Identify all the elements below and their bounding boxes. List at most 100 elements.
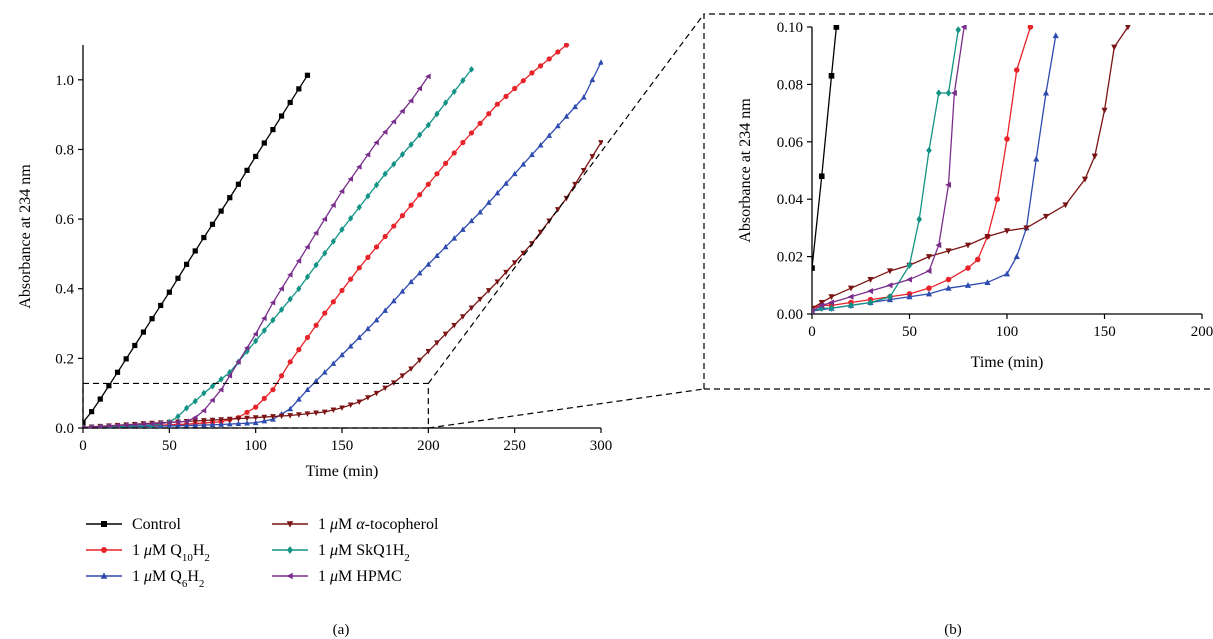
data-point [964, 242, 972, 249]
data-point [114, 369, 121, 375]
series-line [812, 35, 1057, 312]
data-point [382, 170, 388, 178]
data-point [192, 248, 198, 254]
data-point [390, 297, 397, 304]
data-point [192, 422, 199, 428]
data-point [270, 414, 276, 420]
data-point [347, 402, 354, 408]
data-point [123, 422, 129, 428]
data-point [330, 202, 336, 209]
data-point [226, 420, 233, 427]
data-point [451, 88, 457, 96]
data-point [503, 93, 509, 99]
data-point [252, 415, 259, 421]
series-6 [83, 73, 431, 428]
legend-label: 1 μM SkQ1H2 [318, 542, 410, 564]
data-point [356, 203, 362, 211]
data-point [818, 302, 825, 309]
data-point [994, 196, 1001, 202]
data-point [313, 261, 319, 269]
data-point [269, 299, 276, 306]
data-point [365, 192, 371, 200]
data-point [322, 310, 328, 316]
data-point [270, 387, 276, 393]
data-point [477, 120, 483, 126]
data-point [295, 412, 302, 418]
data-point [97, 396, 103, 402]
zoom-connector-upper [427, 13, 705, 384]
data-point [408, 278, 414, 285]
data-point [468, 305, 475, 311]
data-point [261, 327, 267, 334]
data-point [140, 329, 147, 335]
x-tick-label: 200 [417, 438, 440, 454]
data-point [235, 358, 241, 365]
data-point [304, 273, 311, 281]
data-point [925, 267, 932, 275]
data-point [598, 140, 603, 146]
legend-label: 1 μM HPMC [318, 568, 402, 585]
data-point [818, 304, 825, 312]
data-point [1033, 155, 1040, 162]
data-point [828, 72, 835, 79]
data-point [192, 418, 199, 425]
data-point [287, 413, 294, 419]
data-point [339, 287, 345, 294]
data-point [887, 293, 893, 301]
data-point [209, 221, 216, 227]
data-point [287, 271, 293, 278]
data-point [218, 208, 224, 214]
data-point [407, 97, 414, 104]
data-point [417, 131, 423, 139]
data-point [287, 405, 294, 412]
data-point [278, 285, 284, 292]
y-tick-label: 0.08 [777, 77, 803, 93]
data-point [494, 101, 500, 107]
data-point [338, 188, 345, 195]
data-point [330, 407, 337, 414]
data-point [580, 168, 587, 174]
data-point [468, 65, 475, 73]
data-point [174, 419, 181, 425]
x-axis-label: Time (min) [971, 354, 1044, 371]
data-point [945, 89, 952, 97]
data-point [192, 414, 198, 421]
chart-panel-a: 0 50 100 150 200 250 300 0.0 0.2 0.4 0.6 0.8 1.0 Time… [17, 43, 612, 480]
y-tick-label: 0.06 [777, 135, 804, 151]
series-line [83, 142, 602, 428]
data-point [183, 418, 189, 425]
data-point [945, 248, 952, 255]
data-point [399, 288, 406, 294]
data-point [1027, 25, 1034, 30]
series-2 [812, 25, 1034, 312]
data-point [460, 314, 466, 320]
data-point [278, 413, 285, 420]
data-point [984, 279, 991, 285]
data-point [1042, 213, 1050, 220]
data-point [416, 269, 423, 276]
data-point [1081, 176, 1089, 183]
data-point [1111, 44, 1118, 51]
data-point [261, 315, 267, 322]
data-point [494, 279, 501, 285]
legend-swatch-marker [101, 547, 107, 553]
data-point [373, 390, 380, 397]
data-point [925, 254, 933, 260]
legend-item: 1 μM Q6H2 [86, 568, 204, 590]
data-point [295, 258, 302, 264]
data-point [330, 237, 336, 245]
data-point [511, 170, 518, 177]
data-point [486, 111, 492, 117]
data-point [295, 396, 302, 402]
data-point [382, 307, 389, 313]
data-point [443, 99, 449, 107]
data-point [916, 215, 923, 223]
series-line [812, 26, 1032, 309]
data-point [200, 407, 207, 414]
legend-label: 1 μM α-tocopherol [318, 516, 439, 533]
data-point [1101, 107, 1108, 114]
legend-item: 1 μM SkQ1H2 [272, 542, 410, 564]
data-point [818, 300, 825, 306]
x-tick-label: 0 [808, 324, 816, 340]
